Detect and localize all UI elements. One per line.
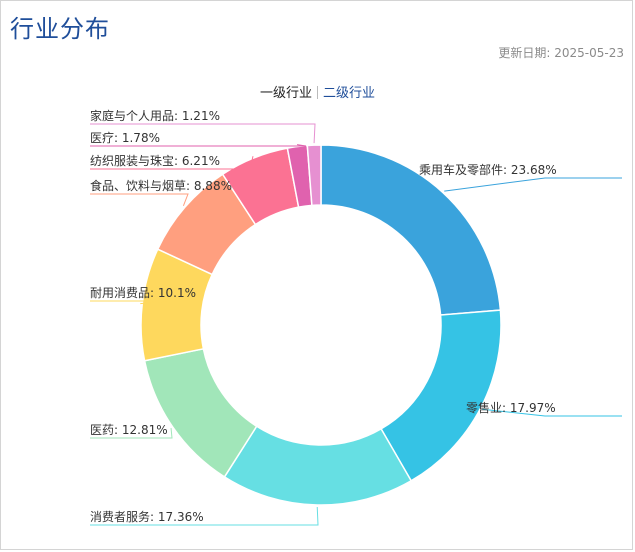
slice-label: 家庭与个人用品: 1.21% [90,108,220,123]
update-date: 更新日期: 2025-05-23 [498,46,624,60]
slice-label: 零售业: 17.97% [466,400,556,415]
label-leader-line [90,428,173,439]
slice-label: 耐用消费品: 10.1% [90,286,196,300]
slice-label: 食品、饮料与烟草: 8.88% [90,178,232,193]
donut-slices [140,144,502,506]
label-leader-line [482,408,622,417]
slice-label: 纺织服装与珠宝: 6.21% [90,154,220,168]
donut-labels: 乘用车及零部件: 23.68% 零售业: 17.97% 消费者服务: 17.36% 医… [90,108,622,526]
label-leader-line [90,506,319,526]
page-title: 行业分布 [10,15,110,43]
tab-divider [317,86,318,99]
slice-label: 医药: 12.81% [90,423,168,437]
donut-slice[interactable] [223,425,413,506]
slice-label: 消费者服务: 17.36% [90,509,204,524]
donut-slice[interactable] [306,144,322,207]
industry-level-tabs: 一级行业 二级行业 [1,82,634,101]
label-leader-line [90,144,307,147]
donut-slice[interactable] [380,309,502,482]
slice-label: 医疗: 1.78% [90,131,160,145]
slice-label: 乘用车及零部件: 23.68% [419,162,557,177]
label-leader-line [90,156,254,170]
label-leader-line [90,300,169,305]
label-leader-line [444,177,622,192]
tab-level-1-industry[interactable]: 一级行业 [259,86,312,101]
label-leader-line [90,193,189,207]
label-leader-line [90,123,316,144]
tab-level-2-industry[interactable]: 二级行业 [323,86,376,101]
